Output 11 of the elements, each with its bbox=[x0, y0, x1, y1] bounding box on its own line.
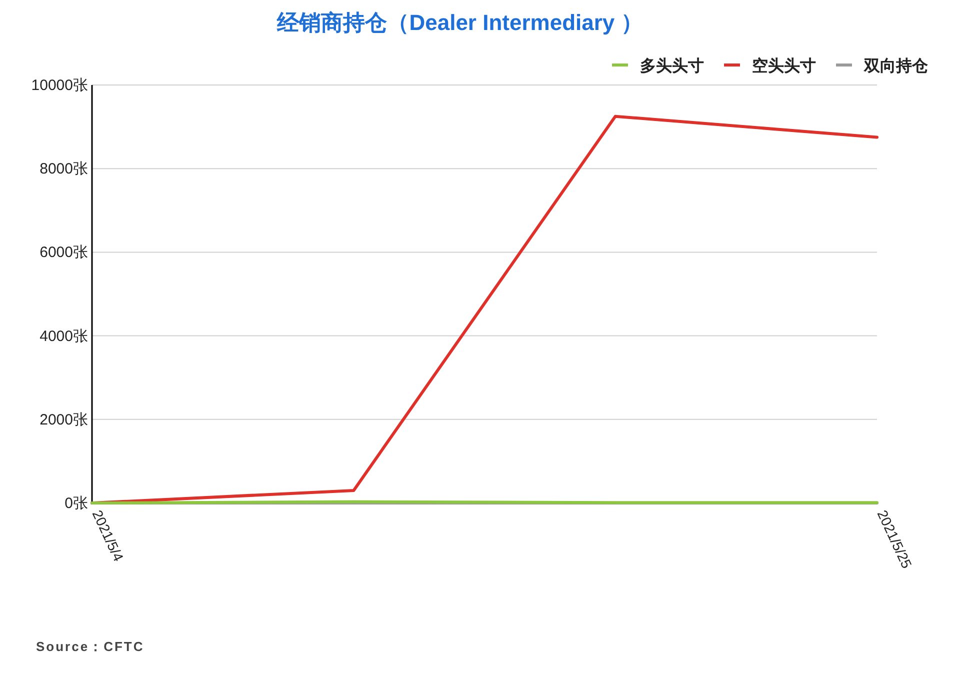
legend-label: 多头头寸 bbox=[640, 57, 704, 75]
chart-title: 经销商持仓（Dealer Intermediary ） bbox=[276, 10, 643, 35]
y-tick-label: 8000张 bbox=[40, 160, 88, 178]
y-tick-label: 4000张 bbox=[40, 328, 88, 345]
y-tick-label: 0张 bbox=[64, 495, 88, 512]
source-note: Source：CFTC bbox=[36, 639, 144, 654]
y-tick-label: 6000张 bbox=[40, 244, 88, 262]
legend-label: 双向持仓 bbox=[863, 57, 929, 75]
y-tick-label: 10000张 bbox=[31, 77, 88, 94]
y-tick-label: 2000张 bbox=[40, 411, 88, 428]
legend-label: 空头头寸 bbox=[752, 57, 816, 75]
